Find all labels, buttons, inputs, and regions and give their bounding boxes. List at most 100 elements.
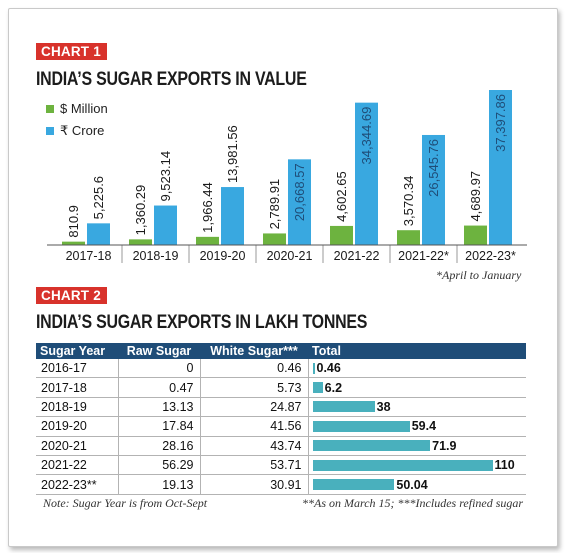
value-label-usd-2021-22star: 3,570.34 <box>401 176 416 227</box>
bar-usd-2017-18 <box>62 241 85 245</box>
col-header-raw: Raw Sugar <box>118 343 200 359</box>
cell-year: 2022-23** <box>36 474 119 495</box>
total-bar <box>312 479 395 491</box>
bar-usd-2019-20 <box>196 236 219 245</box>
total-value: 6.2 <box>324 380 343 395</box>
cell-total: 71.9 <box>308 436 526 456</box>
cell-year: 2021-22 <box>36 455 119 476</box>
chart1-tag: CHART 1 <box>36 43 107 60</box>
total-value: 71.9 <box>432 438 457 453</box>
legend-label-usd: $ Million <box>60 101 108 116</box>
total-value: 110 <box>494 458 515 473</box>
legend-swatch-inr <box>46 127 54 135</box>
table-row: 2018-19 13.13 24.87 38 <box>36 397 526 418</box>
cell-year: 2017-18 <box>36 377 119 398</box>
cell-raw: 56.29 <box>118 455 201 476</box>
value-label-usd-2020-21: 2,789.91 <box>267 179 282 230</box>
bar-inr-2017-18 <box>87 223 110 245</box>
bar-usd-2022-23star <box>464 225 487 245</box>
cell-raw: 28.16 <box>118 436 201 456</box>
table-row: 2019-20 17.84 41.56 59.4 <box>36 416 526 437</box>
total-value: 59.4 <box>411 419 437 434</box>
value-label-inr-2019-20: 13,981.56 <box>225 125 240 183</box>
col-header-year: Sugar Year <box>36 343 118 359</box>
table-row: 2021-22 56.29 53.71 110 <box>36 455 526 476</box>
x-tick-label-2019-20: 2019-20 <box>200 249 246 263</box>
chart2-title: INDIA’S SUGAR EXPORTS IN LAKH TONNES <box>36 312 368 333</box>
col-header-white: White Sugar*** <box>200 343 308 359</box>
chart1-footnote: *April to January <box>436 268 522 282</box>
bar-inr-2021-22star <box>422 134 445 245</box>
cell-raw: 0.47 <box>118 377 201 398</box>
cell-total: 50.04 <box>308 474 526 495</box>
bar-usd-2021-22star <box>397 230 420 245</box>
cell-year: 2019-20 <box>36 416 119 437</box>
chart2-tag: CHART 2 <box>36 287 107 304</box>
cell-white: 30.91 <box>200 474 309 495</box>
table-header-row: Sugar Year Raw Sugar White Sugar*** Tota… <box>36 343 526 359</box>
total-bar <box>312 382 323 394</box>
cell-total: 59.4 <box>308 416 526 437</box>
bar-inr-2019-20 <box>221 187 244 245</box>
legend-label-inr: ₹ Crore <box>60 123 105 138</box>
x-tick-label-2021-22star: 2021-22* <box>398 249 449 263</box>
chart1-plot: 810.9 5,225.6 2017-18 1,360.29 9,523.14 2018-… <box>47 90 527 263</box>
cell-year: 2016-17 <box>36 359 119 379</box>
value-label-usd-2019-20: 1,966.44 <box>200 182 215 233</box>
cell-total: 6.2 <box>308 377 526 398</box>
sugar-exports-table: Sugar Year Raw Sugar White Sugar*** Tota… <box>36 343 526 495</box>
table-row: 2022-23** 19.13 30.91 50.04 <box>36 474 526 495</box>
cell-white: 24.87 <box>200 397 309 418</box>
bar-inr-2021-22 <box>355 102 378 245</box>
value-label-usd-2017-18: 810.9 <box>66 205 81 238</box>
cell-total: 38 <box>308 397 526 418</box>
cell-raw: 13.13 <box>118 397 201 418</box>
x-tick-label-2020-21: 2020-21 <box>267 249 313 263</box>
cell-year: 2018-19 <box>36 397 119 418</box>
total-bar <box>312 440 431 452</box>
total-value: 50.04 <box>396 477 428 492</box>
value-label-inr-2020-21: 20,668.57 <box>292 163 307 221</box>
cell-white: 53.71 <box>200 455 309 476</box>
cell-white: 41.56 <box>200 416 309 437</box>
bar-usd-2021-22 <box>330 225 353 245</box>
cell-total: 0.46 <box>308 359 526 379</box>
table-row: 2020-21 28.16 43.74 71.9 <box>36 436 526 456</box>
bar-usd-2018-19 <box>129 239 152 245</box>
cell-raw: 0 <box>118 359 201 379</box>
chart1-title: INDIA’S SUGAR EXPORTS IN VALUE <box>36 69 307 90</box>
bar-usd-2020-21 <box>263 233 286 245</box>
total-bar <box>312 362 315 374</box>
value-label-usd-2022-23star: 4,689.97 <box>468 171 483 222</box>
cell-raw: 17.84 <box>118 416 201 437</box>
cell-white: 5.73 <box>200 377 309 398</box>
value-label-inr-2022-23star: 37,397.86 <box>493 94 508 152</box>
table-row: 2017-18 0.47 5.73 6.2 <box>36 377 526 398</box>
total-bar <box>312 401 375 413</box>
table-row: 2016-17 0 0.46 0.46 <box>36 359 526 379</box>
x-tick-label-2021-22: 2021-22 <box>334 249 380 263</box>
value-label-inr-2021-22star: 26,545.76 <box>426 139 441 197</box>
total-bar <box>312 420 410 432</box>
value-label-inr-2018-19: 9,523.14 <box>158 151 173 202</box>
bar-inr-2020-21 <box>288 159 311 245</box>
total-value: 38 <box>376 399 391 414</box>
total-bar <box>312 459 493 471</box>
value-label-usd-2018-19: 1,360.29 <box>133 185 148 236</box>
table-note-left: Note: Sugar Year is from Oct-Sept <box>43 496 208 510</box>
cell-raw: 19.13 <box>118 474 201 495</box>
table-note-right: **As on March 15; ***Includes refined su… <box>302 496 524 510</box>
cell-white: 43.74 <box>200 436 309 456</box>
legend-item-usd: $ Million <box>46 101 108 116</box>
bar-inr-2018-19 <box>154 205 177 245</box>
total-value: 0.46 <box>316 361 341 376</box>
x-tick-label-2018-19: 2018-19 <box>133 249 179 263</box>
legend-item-inr: ₹ Crore <box>46 123 104 139</box>
cell-year: 2020-21 <box>36 436 119 456</box>
value-label-usd-2021-22: 4,602.65 <box>334 171 349 222</box>
legend-swatch-usd <box>46 104 54 113</box>
cell-total: 110 <box>308 455 526 476</box>
value-label-inr-2021-22: 34,344.69 <box>359 107 374 165</box>
value-label-inr-2017-18: 5,225.6 <box>91 176 106 219</box>
bar-inr-2022-23star <box>489 90 512 245</box>
